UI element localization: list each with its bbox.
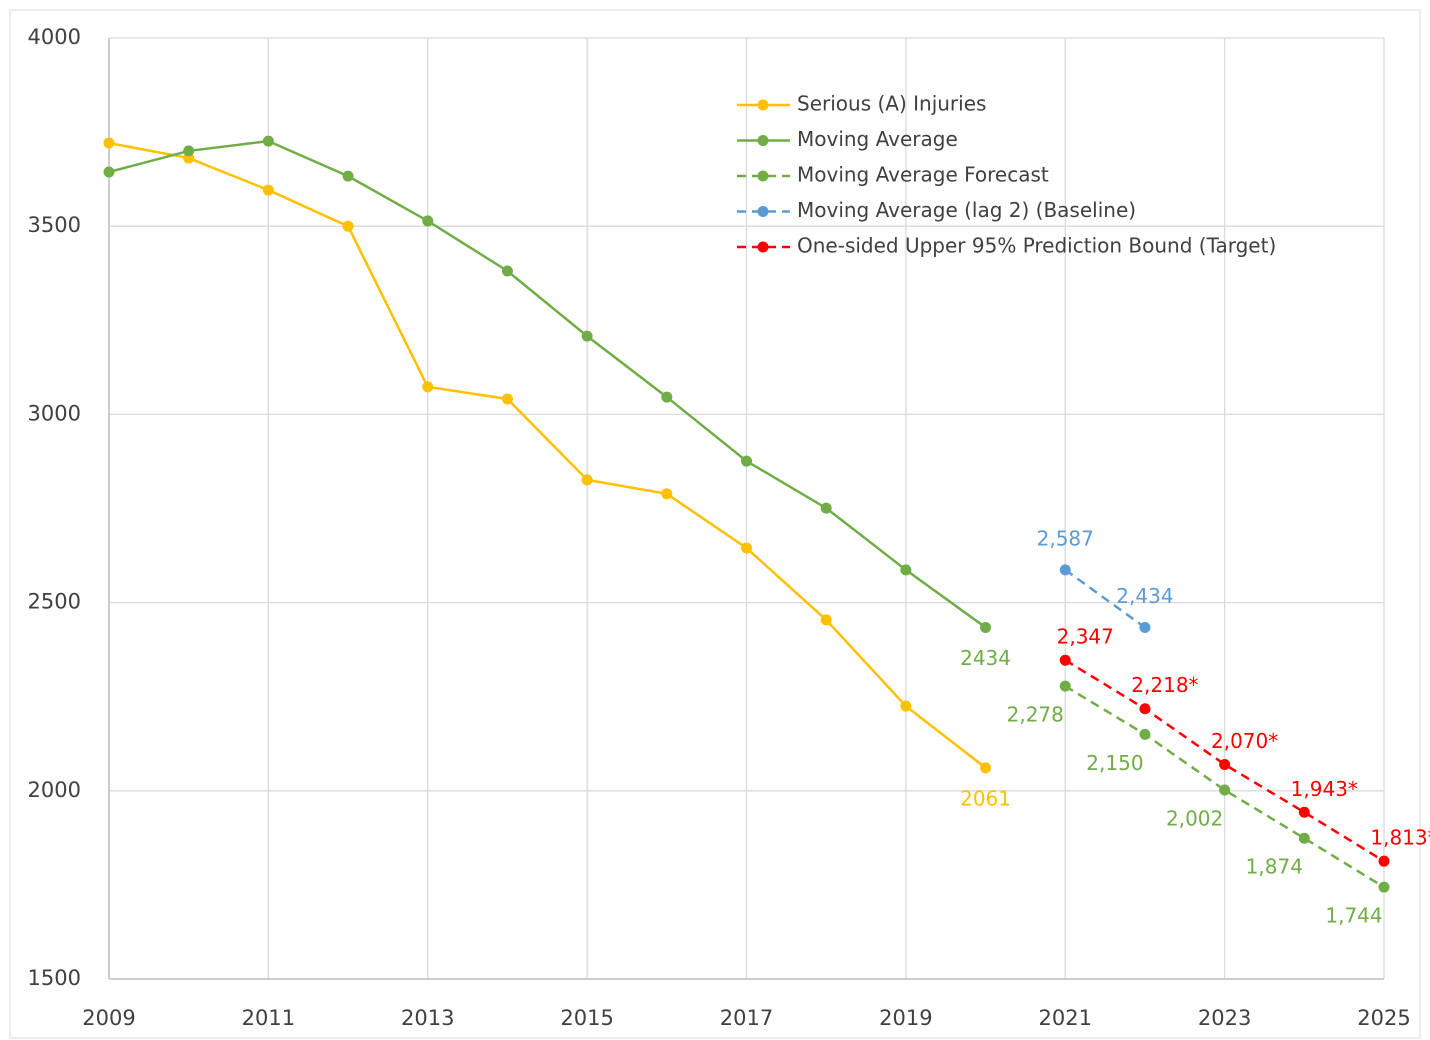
x-tick-label: 2017 <box>720 1006 773 1030</box>
data-point <box>980 762 992 774</box>
x-tick-label: 2009 <box>82 1006 135 1030</box>
legend-label: Moving Average (lag 2) (Baseline) <box>797 198 1136 222</box>
y-tick-label: 2500 <box>28 590 81 614</box>
data-point <box>820 614 832 626</box>
data-label: 2061 <box>960 786 1011 810</box>
y-tick-label: 3000 <box>28 401 81 425</box>
x-tick-label: 2011 <box>242 1006 295 1030</box>
chart-frame <box>9 9 1421 1039</box>
series-line <box>1064 659 1385 863</box>
x-tick-label: 2013 <box>401 1006 454 1030</box>
data-label: 2,587 <box>1037 526 1094 550</box>
data-point <box>103 137 115 149</box>
y-tick-label: 3500 <box>28 213 81 237</box>
data-point <box>1059 654 1071 666</box>
data-label: 1,813* <box>1370 826 1430 850</box>
y-tick-label: 1500 <box>28 966 81 990</box>
x-tick-label: 2025 <box>1357 1006 1410 1030</box>
data-label: 2,278 <box>1007 703 1064 727</box>
legend-marker <box>757 99 769 111</box>
data-point <box>422 381 434 393</box>
data-label: 1,744 <box>1325 904 1382 928</box>
data-point <box>1378 881 1390 893</box>
data-point <box>741 542 752 554</box>
legend-marker <box>757 135 769 146</box>
data-point <box>1298 806 1310 818</box>
data-point <box>581 474 593 486</box>
data-label: 1,943* <box>1291 777 1358 801</box>
data-point <box>900 564 912 576</box>
legend-marker <box>757 170 769 182</box>
x-tick-label: 2019 <box>879 1006 932 1030</box>
data-point <box>1378 855 1390 867</box>
data-point <box>741 455 752 467</box>
data-point <box>900 700 912 712</box>
data-label: 2434 <box>960 646 1011 670</box>
legend-label: One-sided Upper 95% Prediction Bound (Ta… <box>797 234 1276 258</box>
data-point <box>262 184 274 196</box>
series-line <box>108 139 987 629</box>
series-line <box>1064 685 1385 889</box>
data-label: 2,434 <box>1116 584 1173 608</box>
data-point <box>1219 784 1231 796</box>
data-point <box>1219 758 1231 770</box>
y-tick-label: 4000 <box>28 25 81 49</box>
data-point <box>980 621 992 633</box>
data-point <box>262 135 274 147</box>
data-point <box>103 166 115 178</box>
data-point <box>422 215 434 227</box>
data-point <box>1139 728 1151 740</box>
data-point <box>1139 703 1151 715</box>
data-label: 2,002 <box>1166 807 1223 831</box>
data-point <box>1139 621 1151 633</box>
data-point <box>661 391 673 403</box>
data-point <box>1059 564 1071 576</box>
data-point <box>501 393 513 405</box>
data-label: 2,070* <box>1211 729 1278 753</box>
legend-label: Moving Average Forecast <box>797 163 1049 187</box>
data-label: 2,218* <box>1131 673 1198 697</box>
data-label: 2,150 <box>1086 751 1143 775</box>
x-tick-label: 2021 <box>1039 1006 1092 1030</box>
data-point <box>501 265 513 277</box>
data-label: 2,347 <box>1057 625 1114 649</box>
y-tick-label: 2000 <box>28 778 81 802</box>
x-tick-label: 2015 <box>560 1006 613 1030</box>
data-point <box>342 170 354 182</box>
x-tick-label: 2023 <box>1198 1006 1251 1030</box>
data-point <box>661 488 673 500</box>
series-line <box>1064 568 1146 629</box>
legend-marker <box>757 206 769 217</box>
data-point <box>342 220 354 232</box>
series-line <box>108 141 987 769</box>
legend-label: Serious (A) Injuries <box>797 92 986 116</box>
data-point <box>1298 832 1310 844</box>
legend-label: Moving Average <box>797 127 958 151</box>
legend-marker <box>757 241 769 253</box>
data-point <box>581 330 593 342</box>
data-point <box>183 145 195 157</box>
data-point <box>820 502 832 514</box>
data-label: 1,874 <box>1246 855 1303 879</box>
data-point <box>1059 680 1071 692</box>
